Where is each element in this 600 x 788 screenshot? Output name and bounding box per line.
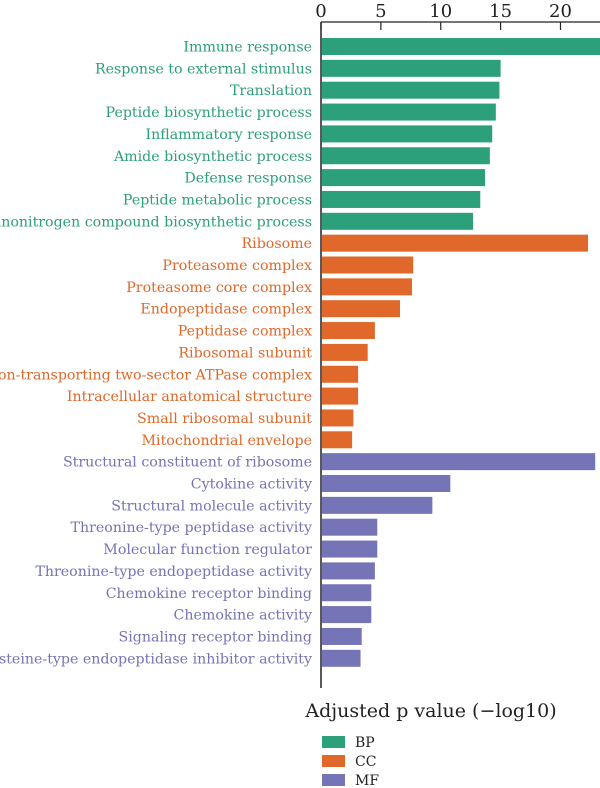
category-label: Threonine-type peptidase activity (71, 520, 312, 536)
legend-label-mf: MF (355, 773, 379, 788)
bar-16 (322, 365, 359, 383)
category-label: Amide biosynthetic process (113, 149, 312, 165)
category-label: Peptide metabolic process (123, 192, 312, 208)
category-label: Cysteine-type endopeptidase inhibitor ac… (0, 651, 312, 667)
bar-12 (322, 278, 412, 296)
x-axis: 0 5 10 15 20 (315, 1, 600, 688)
category-label: Defense response (184, 171, 312, 187)
bar-7 (322, 169, 486, 187)
bar-13 (322, 300, 401, 318)
bar-4 (322, 103, 496, 121)
bar-6 (322, 147, 490, 165)
legend-swatch-mf (322, 774, 345, 786)
bars-layer (322, 38, 600, 667)
bar-21 (322, 475, 451, 492)
bar-5 (322, 125, 493, 143)
category-label: Proteasome core complex (126, 280, 312, 296)
bar-28 (322, 627, 362, 645)
bar-24 (322, 540, 378, 558)
bar-23 (322, 518, 378, 536)
category-label: Structural molecule activity (111, 498, 312, 514)
legend-swatch-cc (322, 755, 345, 767)
bar-9 (322, 212, 474, 230)
category-label: Cytokine activity (191, 477, 312, 493)
bar-11 (322, 256, 414, 274)
bar-27 (322, 606, 372, 624)
category-label: Threonine-type endopeptidase activity (35, 564, 312, 580)
x-tick-label: 15 (489, 1, 512, 22)
category-label: Chemokine receptor binding (106, 586, 312, 602)
bar-20 (322, 453, 596, 471)
category-label: Mitochondrial envelope (142, 433, 312, 449)
category-label: Signaling receptor binding (119, 629, 312, 645)
bar-18 (322, 409, 354, 427)
category-label: Ribosome (241, 236, 312, 252)
bar-22 (322, 496, 433, 514)
category-label: Proteasome complex (162, 258, 312, 274)
category-labels-layer: Immune response Response to external stim… (0, 40, 312, 668)
category-label: Endopeptidase complex (140, 302, 312, 318)
category-label: Immune response (183, 40, 312, 56)
category-label: Peptidase complex (178, 324, 312, 340)
bar-25 (322, 562, 375, 580)
legend: BP CC MF (322, 735, 379, 788)
category-label: Ribosomal subunit (178, 345, 312, 361)
category-label: Small ribosomal subunit (137, 411, 312, 427)
category-label: Peptide biosynthetic process (106, 105, 312, 121)
category-label: Molecular function regulator (103, 542, 312, 558)
bar-19 (322, 431, 353, 449)
bar-2 (322, 59, 501, 77)
category-label: Response to external stimulus (95, 61, 312, 77)
bar-8 (322, 190, 481, 208)
category-label: Intracellular anatomical structure (67, 389, 312, 405)
bar-26 (322, 584, 372, 602)
category-label: Organonitrogen compound biosynthetic pro… (0, 214, 312, 230)
x-axis-title: Adjusted p value (−log10) (304, 700, 556, 722)
x-tick-label: 5 (375, 1, 386, 22)
bar-1 (322, 38, 600, 55)
bar-3 (322, 81, 500, 99)
bar-29 (322, 649, 361, 667)
bar-17 (322, 387, 359, 405)
legend-label-cc: CC (355, 754, 376, 770)
category-label: Structural constituent of ribosome (63, 455, 312, 471)
category-label: Translation (230, 83, 312, 99)
legend-swatch-bp (322, 736, 345, 748)
category-label: Chemokine activity (174, 608, 312, 624)
category-label: Proton-transporting two-sector ATPase co… (0, 367, 312, 383)
bar-14 (322, 322, 375, 340)
x-tick-label: 20 (549, 1, 572, 22)
legend-label-bp: BP (355, 735, 375, 751)
bar-10 (322, 234, 589, 252)
category-label: Inflammatory response (146, 127, 312, 143)
x-tick-label: 10 (429, 1, 452, 22)
bar-15 (322, 343, 368, 361)
x-tick-label: 0 (315, 1, 326, 22)
